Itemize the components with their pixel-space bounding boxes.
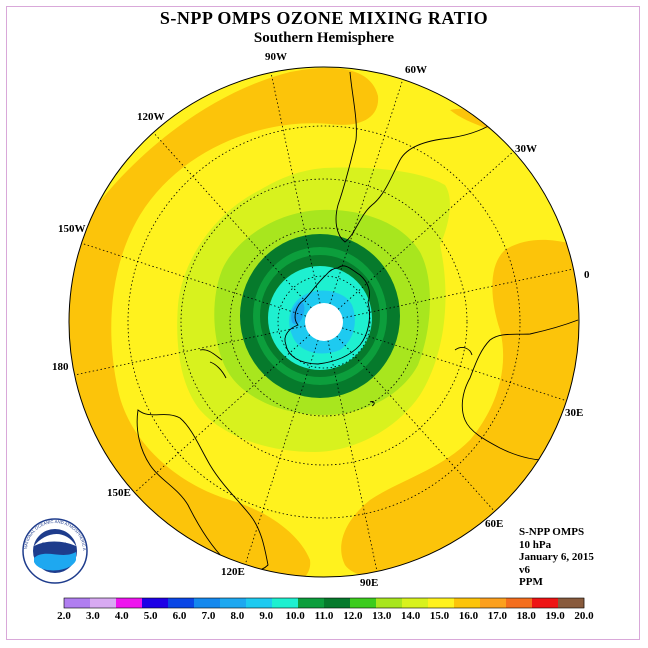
- colorbar-swatch: [64, 598, 91, 608]
- colorbar-tick-label: 5.0: [144, 610, 158, 622]
- colorbar-swatch: [194, 598, 221, 608]
- coastlines: [136, 71, 579, 572]
- colorbar-tick-label: 17.0: [488, 610, 508, 622]
- lon-label-150e: 150E: [107, 487, 131, 499]
- colorbar-swatch: [376, 598, 403, 608]
- colorbar-swatch: [402, 598, 429, 608]
- meridian-line: [81, 242, 307, 317]
- coastline-new-zealand: [199, 349, 227, 379]
- meridian-line: [153, 132, 312, 309]
- colorbar-swatch: [558, 598, 585, 608]
- polar-data-gap: [305, 303, 343, 341]
- meridian-line: [327, 340, 378, 572]
- ozone-field: [69, 67, 579, 577]
- colorbar-tick-label: 12.0: [343, 610, 363, 622]
- colorbar-tick-label: 10.0: [285, 610, 305, 622]
- colorbar-swatch: [116, 598, 143, 608]
- colorbar-swatch: [220, 598, 247, 608]
- colorbar-tick-label: 16.0: [459, 610, 479, 622]
- chart-title: S-NPP OMPS OZONE MIXING RATIO: [159, 8, 489, 28]
- meridian-line: [134, 334, 311, 493]
- meridian-line: [341, 327, 567, 402]
- meridian-line: [329, 79, 404, 305]
- noaa-logo-wave: [34, 552, 76, 571]
- band-16-17-west: [69, 67, 379, 577]
- band-8-9: [291, 301, 305, 325]
- colorbar-swatch: [454, 598, 481, 608]
- info-version: v6: [519, 563, 530, 576]
- coastline-south-america: [335, 71, 499, 243]
- colorbar-swatch: [246, 598, 273, 608]
- colorbar-swatch: [532, 598, 559, 608]
- lon-label-0: 0: [584, 269, 590, 281]
- lon-label-120w: 120W: [137, 111, 165, 123]
- lon-label-120e: 120E: [221, 566, 245, 578]
- colorbar-swatch: [350, 598, 377, 608]
- coastline-australia: [136, 409, 269, 572]
- lon-label-180: 180: [52, 361, 69, 373]
- colorbar-tick-label: 6.0: [173, 610, 187, 622]
- noaa-logo-bird: [34, 533, 76, 546]
- info-instrument: S-NPP OMPS: [519, 526, 585, 538]
- coastline-africa: [461, 319, 579, 461]
- colorbar-swatch: [272, 598, 299, 608]
- colorbar-swatch: [142, 598, 169, 608]
- colorbar-swatch: [90, 598, 117, 608]
- graticule: [74, 72, 574, 572]
- colorbar-tick-label: 11.0: [315, 610, 334, 622]
- info-block: S-NPP OMPS 10 hPa January 6, 2015 v6 PPM: [519, 526, 594, 589]
- latitude-circle-3: [180, 178, 468, 466]
- meridian-line: [74, 325, 306, 376]
- colorbar-tick-label: 8.0: [230, 610, 244, 622]
- colorbar-tick-label: 13.0: [372, 610, 392, 622]
- chart-subtitle: Southern Hemisphere: [253, 30, 395, 46]
- coastline-antarctica: [284, 265, 371, 365]
- colorbar-tick-label: 15.0: [430, 610, 450, 622]
- lon-label-30w: 30W: [515, 143, 537, 155]
- coastline-islands: [369, 347, 473, 407]
- lon-label-90w: 90W: [265, 51, 287, 63]
- colorbar-swatch: [506, 598, 533, 608]
- colorbar-tick-label: 9.0: [259, 610, 273, 622]
- info-units: PPM: [519, 576, 543, 588]
- latitude-circle-1: [277, 275, 371, 369]
- colorbar-swatch: [324, 598, 351, 608]
- latitude-circle-4: [127, 125, 521, 519]
- colorbar-border: [63, 597, 585, 609]
- colorbar-tick-label: 20.0: [574, 610, 594, 622]
- colorbar-swatch: [298, 598, 325, 608]
- meridian-line: [244, 339, 319, 565]
- lon-label-150w: 150W: [58, 223, 86, 235]
- meridians: [74, 72, 574, 572]
- colorbar-tick-label: 18.0: [517, 610, 537, 622]
- colorbar-tick-label: 4.0: [115, 610, 129, 622]
- colorbar-tick-label: 19.0: [545, 610, 565, 622]
- meridian-line: [336, 335, 495, 512]
- colorbar-tick-label: 14.0: [401, 610, 421, 622]
- colorbar-swatch: [168, 598, 195, 608]
- colorbar-tick-label: 7.0: [202, 610, 216, 622]
- noaa-logo-text: NOAA: [42, 541, 69, 551]
- lon-label-90e: 90E: [360, 577, 378, 589]
- info-pressure: 10 hPa: [519, 538, 552, 551]
- map-boundary: [68, 66, 580, 578]
- meridian-line: [337, 151, 514, 310]
- colorbar-swatch: [480, 598, 507, 608]
- latitude-circle-2: [229, 227, 419, 417]
- colorbar: 2.0 3.0 4.0 5.0 6.0 7.0 8.0 9.0 10.0 11.0 12.0 13.0…: [57, 597, 594, 622]
- colorbar-tick-label: 3.0: [86, 610, 100, 622]
- meridian-line: [342, 268, 574, 319]
- meridian-line: [270, 72, 321, 304]
- lon-label-60w: 60W: [405, 64, 427, 76]
- colorbar-swatch: [428, 598, 455, 608]
- colorbar-tick-label: 2.0: [57, 610, 71, 622]
- lon-label-60e: 60E: [485, 518, 503, 530]
- lon-label-30e: 30E: [565, 407, 583, 419]
- info-date: January 6, 2015: [519, 551, 594, 563]
